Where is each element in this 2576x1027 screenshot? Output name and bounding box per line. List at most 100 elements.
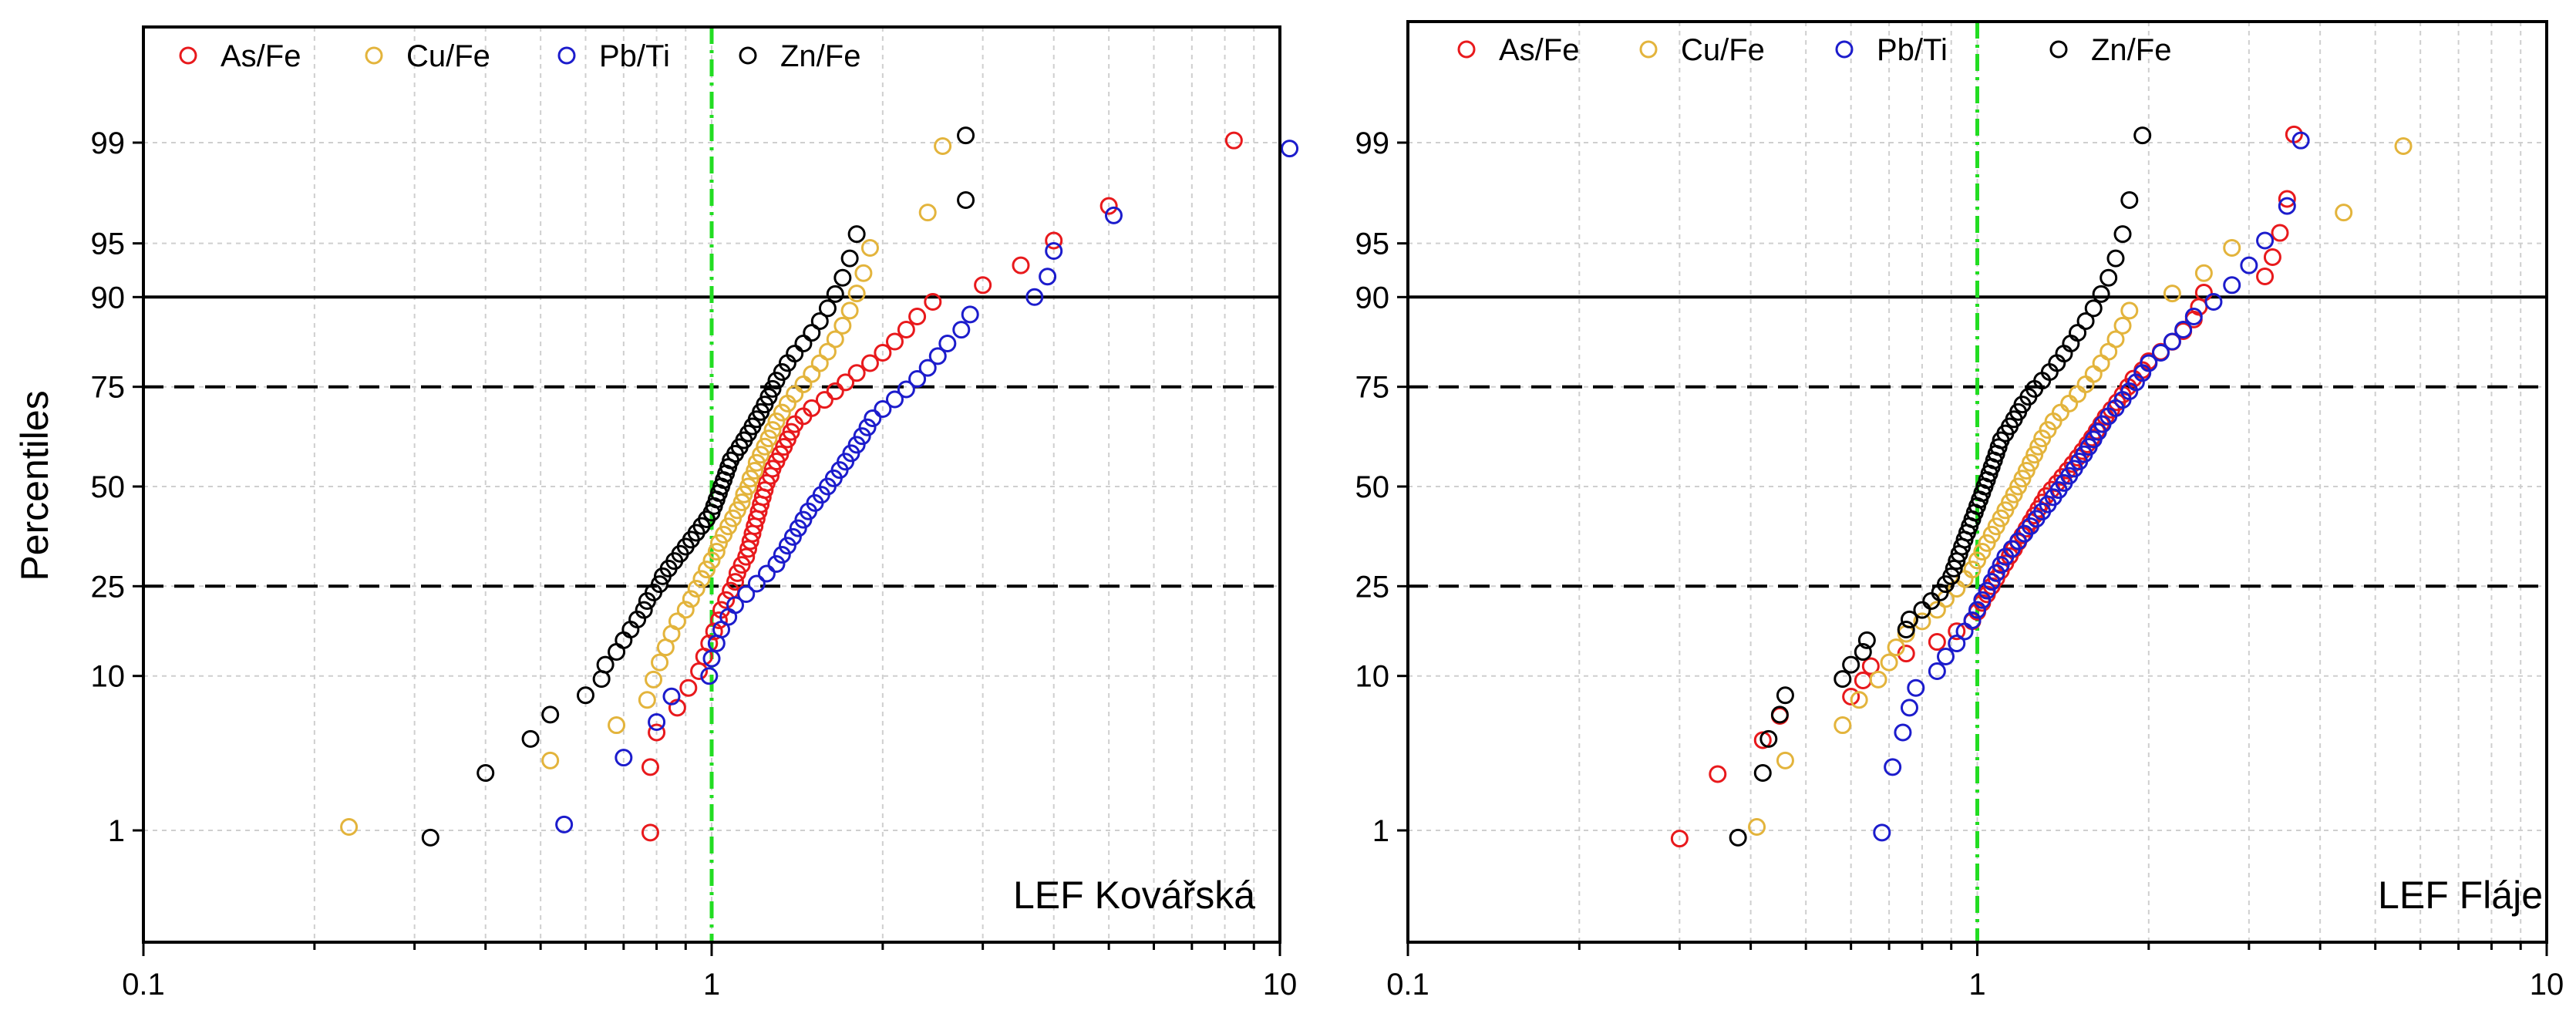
data-point [651, 653, 669, 672]
data-point [853, 427, 871, 446]
data-point [2223, 238, 2241, 257]
data-point [1842, 688, 1860, 706]
data-point [648, 723, 666, 742]
data-point [773, 403, 791, 422]
data-point [596, 655, 615, 674]
data-point [897, 380, 915, 399]
data-point [2151, 343, 2170, 362]
data-point [541, 751, 560, 769]
data-point [521, 729, 540, 748]
data-point [759, 429, 778, 448]
legend-label: As/Fe [221, 39, 301, 73]
data-point [555, 815, 574, 833]
data-point [1670, 830, 1689, 848]
data-point [1928, 633, 1946, 652]
y-tick-label: 90 [91, 281, 126, 315]
data-point [1842, 655, 1860, 674]
y-tick-label: 50 [91, 470, 126, 504]
data-point [840, 301, 859, 320]
data-point [957, 190, 975, 209]
panel-lef-flaje: As/Fe Cu/Fe Pb/Ti Zn/Fe 0.1 1 10 1 10 25 50 75 90 95 9… [1355, 20, 2564, 1002]
data-point [705, 622, 723, 641]
data-point [1963, 561, 1982, 579]
y-tick-label: 90 [1355, 281, 1390, 315]
data-point [2133, 126, 2152, 145]
data-point [2263, 247, 2281, 266]
legend-label: Cu/Fe [1681, 33, 1765, 67]
x-tick-label: 1 [703, 968, 720, 1002]
data-point [1884, 758, 1902, 776]
data-point [874, 343, 892, 362]
y-tick-label: 1 [1372, 814, 1389, 848]
data-point [2076, 311, 2095, 330]
data-point [1897, 620, 1915, 638]
series-pb-ti [555, 140, 1299, 833]
legend-label: Zn/Fe [780, 39, 860, 73]
data-point [648, 712, 666, 731]
data-point [476, 764, 495, 783]
legend-marker [1639, 40, 1658, 59]
data-point [2106, 330, 2125, 349]
legend-label: Pb/Ti [599, 39, 670, 73]
data-point [756, 437, 774, 456]
y-tick-label: 95 [1355, 227, 1390, 261]
x-tick-label: 10 [2530, 968, 2564, 1002]
data-point [1948, 622, 1966, 641]
data-point [1968, 601, 1986, 619]
panel-annotation: LEF Fláje [2378, 874, 2543, 917]
data-point [2025, 446, 2044, 464]
data-point [1987, 564, 2005, 582]
data-point [635, 601, 653, 619]
data-point [687, 580, 705, 598]
legend-label: Pb/Ti [1877, 33, 1948, 67]
y-tick-label: 99 [1355, 126, 1390, 160]
data-point [847, 436, 866, 454]
data-point [815, 391, 833, 409]
data-point [1928, 662, 1946, 681]
data-point [726, 596, 745, 615]
y-tick-label: 99 [91, 126, 126, 160]
data-point [789, 519, 807, 537]
data-point [818, 342, 837, 361]
x-tick-label: 0.1 [122, 968, 165, 1002]
data-point [961, 305, 979, 324]
data-point [1709, 765, 1727, 783]
data-point [860, 238, 879, 257]
data-point [2100, 268, 2118, 287]
data-point [1913, 601, 1931, 619]
data-point [728, 564, 746, 582]
data-point [2204, 292, 2223, 311]
data-point [638, 691, 656, 709]
data-point [1834, 716, 1852, 735]
data-point [421, 828, 439, 847]
data-point [840, 249, 859, 268]
data-point [1900, 610, 1918, 628]
data-point [818, 299, 837, 318]
legend-marker [179, 46, 197, 65]
data-point [2291, 131, 2310, 150]
data-point [1869, 670, 1887, 689]
data-point [1907, 678, 1925, 697]
y-tick-label: 50 [1355, 470, 1390, 504]
series-cu-fe [1748, 136, 2413, 837]
data-point [1045, 242, 1063, 261]
data-point [2069, 324, 2087, 342]
data-point [702, 649, 721, 668]
data-point [2120, 190, 2139, 209]
data-point [668, 612, 686, 631]
data-point [918, 204, 937, 222]
data-point [1894, 723, 1912, 742]
data-point [2256, 267, 2275, 285]
data-point [783, 527, 802, 546]
data-point [1887, 638, 1905, 657]
data-point [576, 686, 594, 705]
data-point [1978, 581, 1996, 600]
data-point [773, 363, 791, 382]
data-point [1968, 551, 1986, 570]
data-point [874, 399, 892, 418]
data-point [2184, 307, 2203, 325]
data-point [952, 321, 971, 339]
data-point [803, 399, 821, 417]
data-point [928, 347, 947, 365]
data-point [833, 268, 852, 287]
